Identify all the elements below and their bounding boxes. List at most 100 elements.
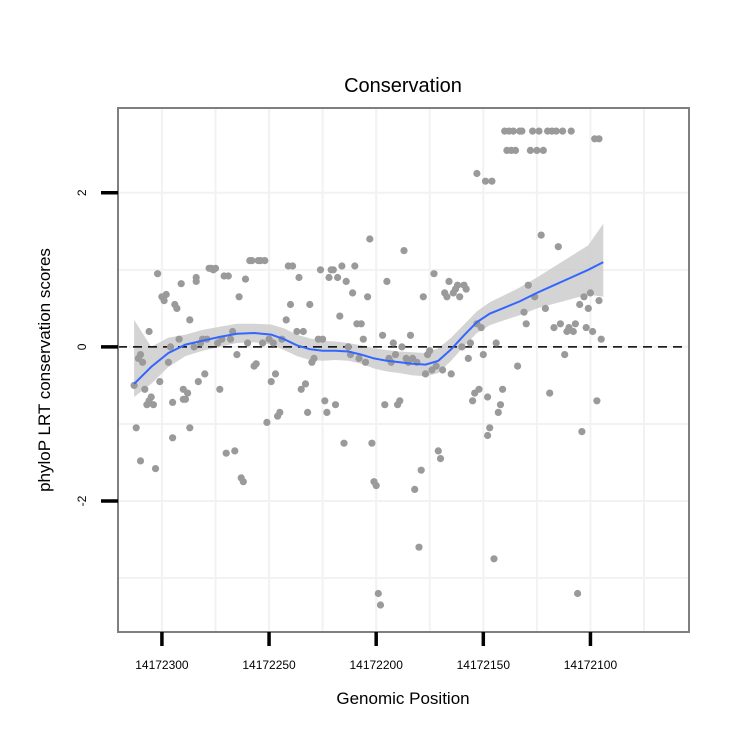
data-point: [325, 273, 333, 282]
data-point: [267, 378, 275, 386]
data-point: [475, 385, 483, 393]
data-point: [164, 358, 172, 366]
data-point: [490, 555, 498, 563]
data-point: [533, 146, 541, 154]
data-point: [496, 401, 505, 409]
data-point: [436, 455, 445, 463]
data-point: [344, 343, 352, 351]
data-point: [469, 397, 477, 405]
data-point: [421, 370, 430, 378]
data-point: [136, 351, 145, 359]
data-point: [396, 397, 404, 405]
data-point: [263, 418, 271, 426]
data-point: [376, 601, 385, 609]
data-point: [597, 335, 605, 343]
data-points: [130, 127, 605, 609]
data-point: [342, 277, 350, 285]
data-point: [398, 343, 406, 351]
data-point: [235, 293, 243, 301]
data-point: [321, 397, 329, 405]
data-point: [479, 351, 487, 359]
data-point: [499, 385, 507, 393]
data-point: [462, 285, 470, 293]
data-point: [481, 177, 490, 185]
x-tick-label: 14172250: [242, 658, 296, 672]
data-point: [226, 335, 235, 343]
data-point: [269, 339, 277, 347]
data-point: [289, 262, 297, 270]
data-point: [484, 393, 492, 401]
data-point: [304, 408, 312, 416]
data-point: [177, 280, 185, 288]
data-point: [156, 378, 164, 386]
data-point: [574, 589, 582, 598]
data-point: [169, 434, 177, 442]
x-axis-title: Genomic Position: [336, 689, 469, 708]
x-tick-label: 14172300: [135, 658, 189, 672]
data-point: [391, 351, 400, 359]
data-point: [578, 428, 586, 436]
data-point: [319, 335, 327, 343]
data-point: [241, 275, 250, 283]
data-point: [561, 351, 569, 359]
data-point: [190, 343, 198, 351]
data-point: [336, 312, 344, 320]
data-point: [374, 589, 382, 598]
data-point: [379, 331, 387, 339]
data-point: [580, 293, 588, 301]
data-point: [520, 308, 528, 316]
data-point: [552, 127, 560, 135]
data-point: [434, 447, 442, 455]
data-point: [415, 543, 423, 551]
data-point: [329, 266, 337, 274]
x-axis-ticks: 14172300 14172250 14172200 14172150 14172100: [135, 632, 617, 672]
data-point: [593, 397, 601, 405]
data-point: [145, 327, 153, 336]
x-tick-label: 14172200: [349, 658, 403, 672]
data-point: [494, 408, 502, 416]
data-point: [509, 127, 517, 135]
data-point: [355, 354, 363, 362]
data-point: [154, 270, 162, 278]
data-point: [406, 331, 415, 339]
grid-lines: [118, 108, 689, 632]
data-point: [169, 398, 177, 406]
data-point: [571, 320, 580, 328]
data-point: [276, 408, 284, 416]
data-point: [282, 316, 290, 324]
chart-title: Conservation: [344, 75, 462, 97]
data-point: [411, 485, 419, 493]
data-point: [486, 424, 494, 432]
data-point: [361, 358, 370, 366]
data-point: [466, 339, 475, 347]
data-point: [445, 277, 453, 285]
data-point: [484, 431, 492, 440]
data-point: [359, 335, 367, 343]
data-point: [132, 424, 140, 432]
data-point: [231, 447, 239, 455]
data-point: [222, 449, 230, 457]
data-point: [550, 324, 558, 332]
data-point: [383, 277, 391, 285]
data-point: [426, 347, 434, 355]
data-point: [259, 339, 267, 347]
data-point: [419, 293, 427, 301]
y-tick-label: 2: [75, 189, 89, 196]
data-point: [430, 270, 438, 278]
y-axis-ticks: 2 0 -2: [75, 189, 118, 506]
data-point: [372, 482, 380, 490]
data-point: [582, 324, 590, 332]
data-point: [439, 366, 447, 374]
data-point: [400, 247, 408, 255]
data-point: [464, 354, 472, 362]
data-point: [295, 273, 303, 282]
data-point: [293, 327, 301, 336]
data-point: [368, 439, 376, 447]
data-point: [181, 395, 190, 403]
data-point: [541, 304, 550, 312]
data-point: [518, 127, 526, 135]
data-point: [136, 457, 145, 465]
data-point: [299, 327, 307, 336]
data-point: [160, 297, 168, 305]
